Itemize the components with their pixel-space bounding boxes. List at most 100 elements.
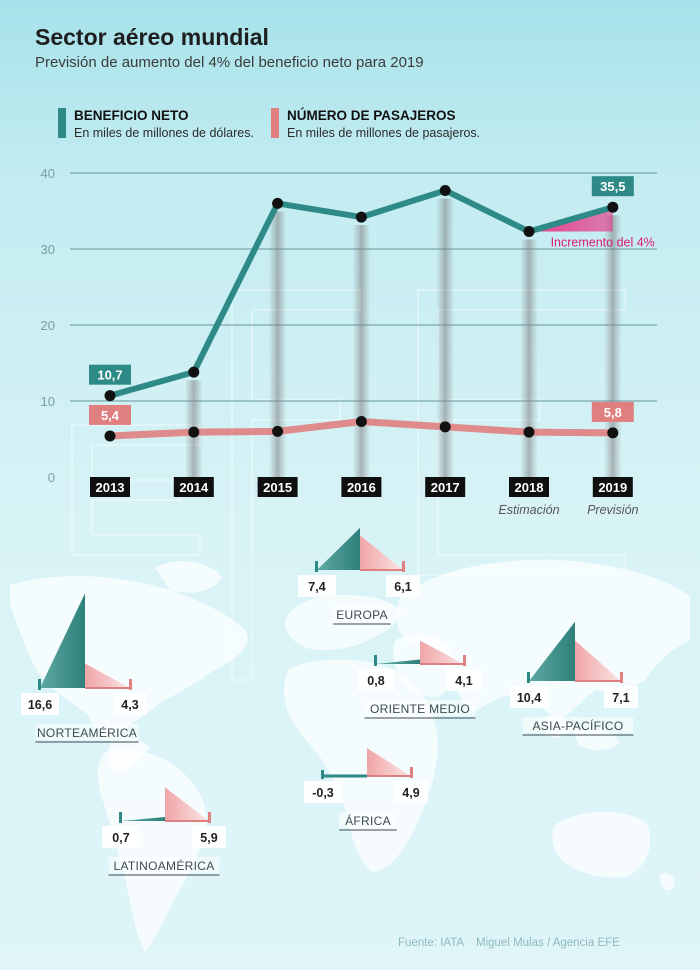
passengers-point [607, 427, 619, 439]
profit-value: 16,6 [28, 698, 52, 712]
profit-point [607, 201, 619, 213]
passengers-value-bg [447, 669, 481, 691]
x-tick-note: Previsión [587, 503, 638, 517]
region-label: ORIENTE MEDIO [370, 702, 470, 716]
region-4: -0,3 4,9 ÁFRICA [304, 748, 428, 831]
profit-value-bg [21, 693, 59, 715]
passengers-value-bg [386, 575, 420, 597]
passengers-wedge-tick [463, 655, 466, 666]
legend-profit-sub: En miles de millones de dólares. [74, 126, 254, 140]
region-label-bg [333, 606, 391, 622]
region-label-bg [364, 700, 476, 716]
passengers-wedge [575, 640, 621, 681]
profit-wedge-tick [38, 679, 41, 690]
passengers-value: 7,1 [612, 691, 629, 705]
region-0: 7,4 6,1 EUROPA [298, 527, 420, 625]
smoke-trail [436, 198, 455, 479]
x-tick-label-box [257, 477, 298, 497]
region-1: 16,6 4,3 NORTEAMÉRICA [21, 593, 147, 743]
passengers-point [188, 426, 200, 438]
region-3: 10,4 7,1 ASIA-PACÍFICO [510, 621, 638, 736]
profit-data-label: 10,7 [97, 368, 122, 383]
passengers-value: 6,1 [394, 580, 411, 594]
footer-credit: Miguel Mulas / Agencia EFE [476, 937, 620, 949]
profit-wedge [529, 621, 575, 681]
passengers-value: 4,9 [402, 786, 419, 800]
passengers-value: 4,3 [121, 698, 138, 712]
legend-profit-label: BENEFICIO NETO [74, 108, 189, 123]
profit-wedge [317, 527, 360, 570]
passengers-wedge [85, 663, 130, 688]
x-tick-label: 2014 [179, 480, 209, 495]
passengers-data-label: 5,4 [101, 408, 120, 423]
page-title: Sector aéreo mundial [35, 24, 269, 50]
profit-value-bg [298, 575, 336, 597]
legend-passengers-swatch [271, 108, 279, 138]
passengers-wedge-tick [402, 561, 405, 572]
profit-data-label-box [89, 364, 131, 385]
passengers-value-bg [192, 826, 226, 848]
profit-value-bg [357, 669, 395, 691]
x-tick-label-box [592, 477, 633, 497]
x-tick-label-box [341, 477, 382, 497]
profit-wedge [40, 593, 85, 688]
passengers-point [523, 426, 535, 438]
profit-value: 0,7 [112, 831, 129, 845]
x-tick-label-box [173, 477, 214, 497]
passengers-wedge-tick [208, 812, 211, 823]
region-5: 0,7 5,9 LATINOAMÉRICA [102, 787, 226, 876]
x-tick-label: 2016 [347, 480, 376, 495]
profit-point [272, 197, 284, 209]
passengers-value-bg [113, 693, 147, 715]
profit-point [188, 366, 200, 378]
footer-source: Fuente: IATA [398, 937, 464, 949]
passengers-wedge-tick [410, 767, 413, 778]
x-tick-label: 2018 [515, 480, 544, 495]
y-tick-label: 40 [41, 166, 55, 181]
x-tick-label-box [90, 477, 130, 497]
smoke-trail [603, 215, 622, 478]
legend-passengers-sub: En miles de millones de pasajeros. [287, 126, 481, 140]
passengers-wedge-tick [129, 679, 132, 690]
region-2: 0,8 4,1 ORIENTE MEDIO [357, 640, 481, 719]
passengers-value-bg [394, 781, 428, 803]
passengers-wedge [360, 535, 403, 570]
passengers-point [355, 416, 367, 428]
profit-wedge-tick [119, 812, 122, 823]
passengers-value: 5,9 [200, 831, 217, 845]
region-label: LATINOAMÉRICA [113, 858, 214, 873]
region-label-bg [522, 717, 634, 733]
profit-wedge-tick [321, 770, 324, 779]
x-tick-label: 2017 [431, 480, 460, 495]
passengers-point [272, 425, 284, 437]
y-tick-label: 20 [41, 318, 55, 333]
x-tick-label-box [425, 477, 466, 497]
profit-value-bg [510, 686, 548, 708]
region-label-bg [35, 724, 139, 740]
region-label: ÁFRICA [345, 813, 391, 828]
passengers-data-label: 5,8 [604, 405, 622, 420]
x-tick-note: Estimación [498, 503, 559, 517]
profit-value: 0,8 [367, 674, 384, 688]
passengers-value: 4,1 [455, 674, 472, 688]
profit-value: 7,4 [308, 580, 325, 594]
region-label-bg [339, 812, 397, 828]
profit-point [523, 226, 535, 238]
profit-data-label: 35,5 [600, 179, 625, 194]
passengers-point [439, 421, 451, 433]
passengers-value-bg [604, 686, 638, 708]
smoke-trail [352, 225, 371, 478]
y-tick-label: 30 [41, 242, 55, 257]
region-label: NORTEAMÉRICA [37, 725, 137, 740]
smoke-trail [268, 211, 287, 478]
x-tick-label-box [509, 477, 549, 497]
profit-wedge-tick [374, 655, 377, 666]
profit-wedge-tick [527, 672, 530, 683]
profit-value-bg [102, 826, 140, 848]
legend-profit-swatch [58, 108, 66, 138]
y-tick-label: 0 [48, 470, 55, 485]
passengers-wedge [165, 787, 209, 821]
profit-wedge [376, 659, 420, 664]
passengers-wedge [367, 748, 411, 776]
